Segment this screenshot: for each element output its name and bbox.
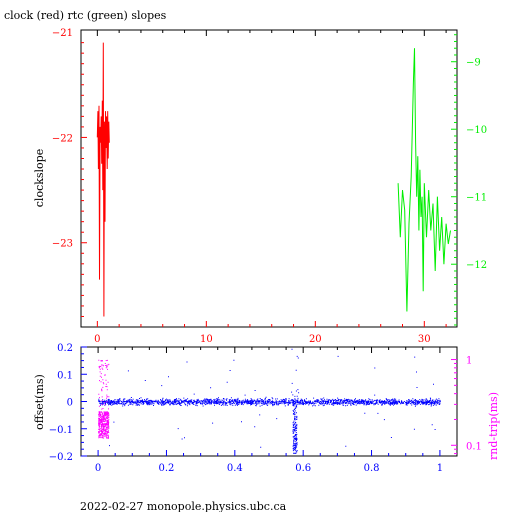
top-y2-tick-label: −10 (466, 125, 487, 136)
top-y-axis-label: clockslope (33, 149, 46, 207)
top-y2-tick-label: −9 (466, 58, 481, 69)
bottom-y-axis-label: offset(ms) (33, 374, 46, 430)
top-x-tick-label: 10 (200, 334, 213, 345)
top-y-tick-label: −21 (52, 28, 73, 39)
bottom-y-tick-label: −0.1 (49, 425, 73, 436)
series-points-offset (98, 348, 441, 454)
bottom-y2-axis-label: rnd-trip(ms) (487, 392, 500, 460)
bottom-y2-tick-label: 0.1 (466, 441, 482, 452)
series-line-rtc (397, 48, 451, 312)
top-x-tick-label: 0 (94, 334, 100, 345)
bottom-x-tick-label: 1 (437, 463, 443, 474)
top-y-tick-label: −22 (52, 133, 73, 144)
bottom-x-tick-label: 0.2 (159, 463, 175, 474)
bottom-y-tick-label: 0.2 (57, 343, 73, 354)
bottom-y-tick-label: 0.1 (57, 370, 73, 381)
bottom-x-tick-label: 0.4 (227, 463, 243, 474)
chart-title: clock (red) rtc (green) slopes (4, 9, 167, 22)
chart-marks: 0 10 20 30−21−22−23−9−10−11−120 0.2 0.4 0.6 0.8… (49, 28, 487, 474)
bottom-x-tick-label: 0 (95, 463, 101, 474)
bottom-y-tick-label: 0 (67, 398, 73, 409)
series-line-clock (96, 42, 110, 317)
top-plot-frame (80, 29, 458, 328)
bottom-x-tick-label: 0.8 (364, 463, 380, 474)
bottom-y-tick-label: −0.2 (49, 452, 73, 463)
bottom-x-tick-label: 0.6 (295, 463, 311, 474)
top-x-tick-label: 30 (418, 334, 431, 345)
series-points-rnd-trip (98, 359, 110, 439)
top-y2-tick-label: −12 (466, 260, 487, 271)
top-y2-tick-label: −11 (466, 193, 487, 204)
top-y-tick-label: −23 (52, 239, 73, 250)
top-x-tick-label: 20 (309, 334, 322, 345)
bottom-y2-tick-label: 1 (466, 356, 472, 367)
footer-text: 2022-02-27 monopole.physics.ubc.ca (80, 500, 287, 512)
